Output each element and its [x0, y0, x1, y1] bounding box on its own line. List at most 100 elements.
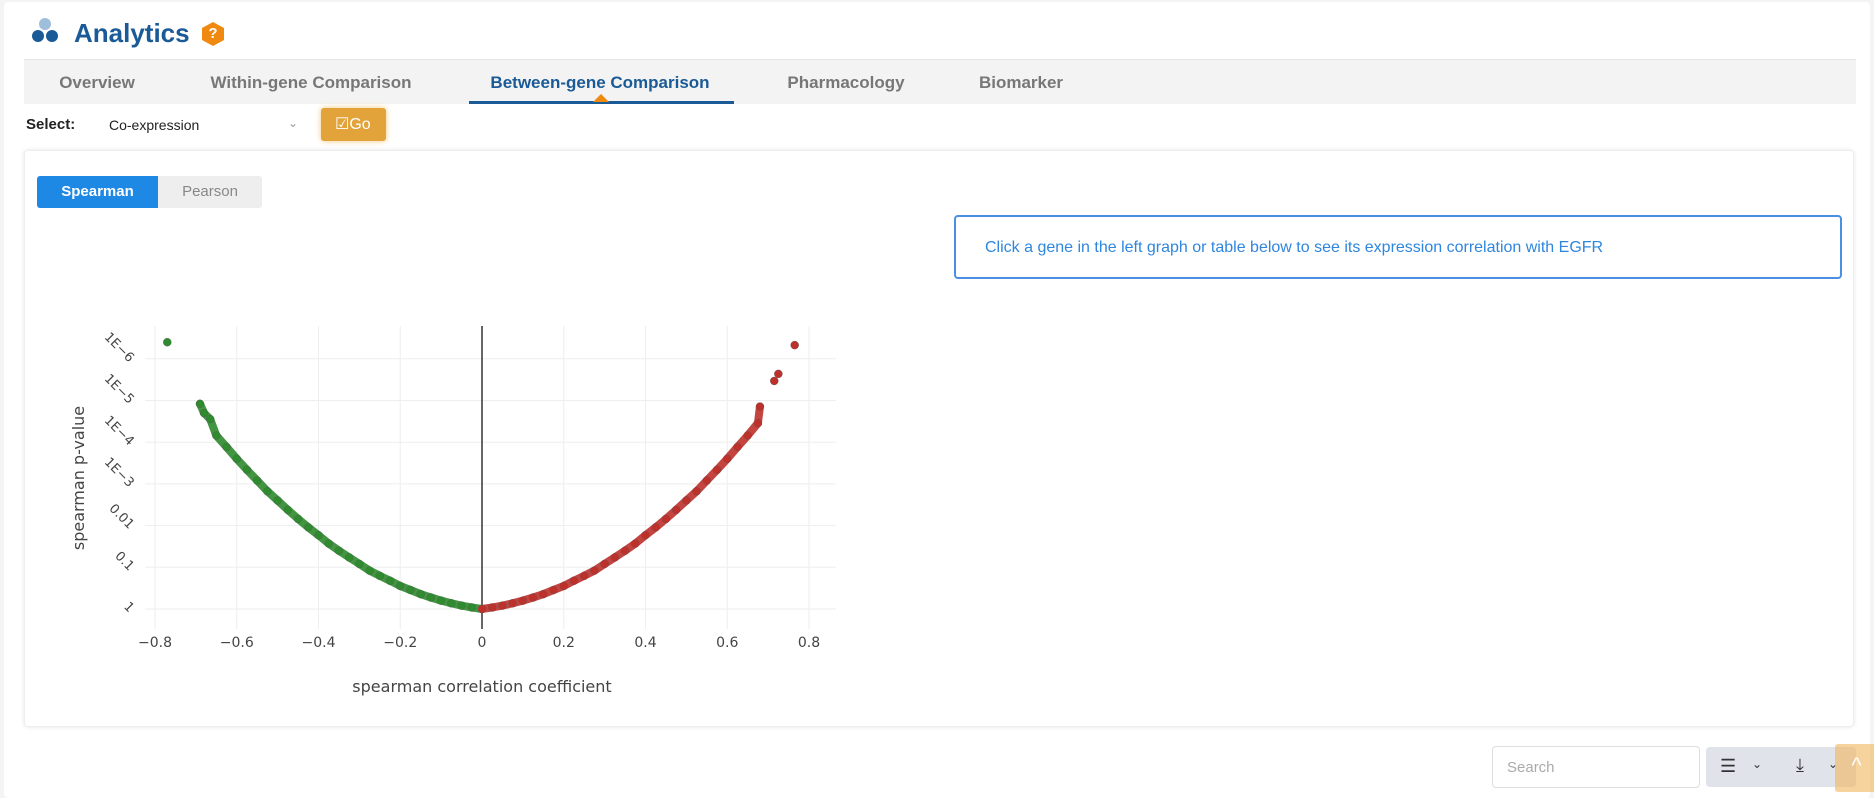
- data-point: [733, 442, 742, 452]
- tab-between-gene[interactable]: Between-gene Comparison: [490, 73, 710, 92]
- series-band: [478, 402, 764, 613]
- x-tick-label: 0.6: [716, 635, 738, 651]
- chevron-down-icon[interactable]: ⌄: [1752, 757, 1763, 771]
- data-point: [620, 546, 630, 555]
- data-point: [692, 487, 701, 496]
- tab-overview[interactable]: Overview: [59, 73, 135, 92]
- data-point: [508, 599, 517, 608]
- table-toolbar: ☰ ⌄ ⤓ ⌄: [1706, 747, 1856, 787]
- data-point: [334, 546, 344, 555]
- data-point: [539, 589, 548, 599]
- data-point: [610, 553, 620, 562]
- y-tick-label: 1: [120, 599, 136, 615]
- data-point: [222, 442, 231, 452]
- data-point: [365, 566, 374, 575]
- go-label: Go: [349, 116, 371, 133]
- x-tick-label: 0.4: [634, 635, 656, 651]
- data-point: [324, 539, 333, 548]
- data-point: [528, 593, 538, 602]
- tab-pharmacology[interactable]: Pharmacology: [787, 73, 905, 92]
- chevron-down-icon[interactable]: ⌄: [1828, 757, 1839, 771]
- data-point: [631, 539, 640, 548]
- question-hexagon-icon[interactable]: ?: [202, 22, 224, 46]
- analysis-type-dropdown[interactable]: Co-expression ⌄: [97, 108, 312, 141]
- download-icon[interactable]: ⤓: [1796, 755, 1804, 775]
- y-axis-title: spearman p-value: [69, 406, 88, 550]
- data-point: [355, 559, 364, 569]
- data-point: [426, 593, 436, 602]
- data-point: [790, 340, 799, 350]
- data-point: [195, 399, 205, 409]
- tab-biomarker[interactable]: Biomarker: [978, 73, 1064, 92]
- y-tick-label: 0.01: [106, 501, 137, 532]
- data-point: [477, 604, 487, 614]
- data-point: [252, 476, 262, 485]
- data-point: [212, 431, 221, 440]
- page-title: Analytics: [74, 18, 190, 48]
- series-band: [195, 399, 486, 613]
- data-point: [467, 603, 476, 612]
- tab-within-gene[interactable]: Within-gene Comparison: [210, 73, 412, 92]
- data-point: [205, 414, 215, 424]
- data-point: [774, 369, 783, 379]
- x-tick-label: 0.2: [553, 635, 575, 651]
- x-tick-label: −0.8: [138, 635, 172, 651]
- scroll-to-top-button[interactable]: ^: [1835, 744, 1874, 792]
- y-tick-label: 1E−4: [101, 413, 137, 449]
- active-tab-indicator: [469, 101, 734, 104]
- data-point: [242, 465, 252, 475]
- data-point: [723, 454, 732, 463]
- data-point: [569, 576, 579, 585]
- info-message: Click a gene in the left graph or table …: [954, 215, 1842, 279]
- data-point: [579, 571, 589, 581]
- data-point: [436, 596, 446, 605]
- chevron-down-icon: ⌄: [287, 116, 298, 130]
- y-tick-label: 1E−5: [101, 372, 137, 408]
- select-label: Select:: [26, 116, 76, 133]
- data-point: [682, 496, 691, 505]
- data-point: [314, 531, 323, 540]
- data-point: [498, 601, 507, 610]
- data-point: [406, 585, 415, 595]
- table-search-input[interactable]: Search: [1492, 746, 1700, 788]
- data-point: [447, 599, 456, 608]
- spearman-button[interactable]: Spearman: [37, 176, 158, 208]
- checkbox-icon: ☑: [335, 116, 350, 133]
- data-point: [549, 585, 558, 595]
- x-axis-title: spearman correlation coefficient: [352, 677, 611, 696]
- data-point: [232, 454, 241, 463]
- method-toggle: Spearman Pearson: [37, 176, 262, 208]
- results-card: [24, 150, 1854, 727]
- data-point: [163, 338, 172, 347]
- x-tick-label: −0.6: [220, 635, 254, 651]
- dropdown-value: Co-expression: [109, 117, 200, 133]
- data-point: [743, 431, 752, 440]
- data-point: [293, 514, 303, 524]
- data-point: [304, 523, 313, 532]
- x-tick-label: 0: [478, 635, 487, 651]
- data-point: [375, 571, 385, 581]
- logo-icon: [32, 18, 58, 42]
- y-tick-label: 1E−3: [101, 455, 137, 491]
- x-tick-label: −0.4: [302, 635, 336, 651]
- data-point: [416, 589, 425, 599]
- list-icon[interactable]: ☰: [1720, 756, 1737, 776]
- y-tick-label: 1E−6: [101, 330, 137, 366]
- pearson-button[interactable]: Pearson: [158, 176, 262, 208]
- data-point: [671, 505, 681, 515]
- data-point: [753, 418, 763, 428]
- y-tick-label: 0.1: [112, 549, 137, 574]
- data-point: [661, 514, 671, 524]
- data-point: [488, 603, 497, 612]
- correlation-scatter-plot[interactable]: −0.8 −0.6 −0.4 −0.2 0 0.2 0.4 0.6 0.8 1E−6 1E−5 1E−…: [4, 2, 904, 722]
- go-button[interactable]: ☑Go: [321, 108, 386, 141]
- data-point: [273, 496, 282, 505]
- data-point: [641, 531, 650, 540]
- data-point: [385, 576, 395, 585]
- data-point: [396, 581, 405, 591]
- data-point: [457, 601, 466, 610]
- data-point: [702, 476, 712, 485]
- data-point: [199, 408, 209, 418]
- data-point: [600, 559, 609, 569]
- data-point: [283, 505, 293, 515]
